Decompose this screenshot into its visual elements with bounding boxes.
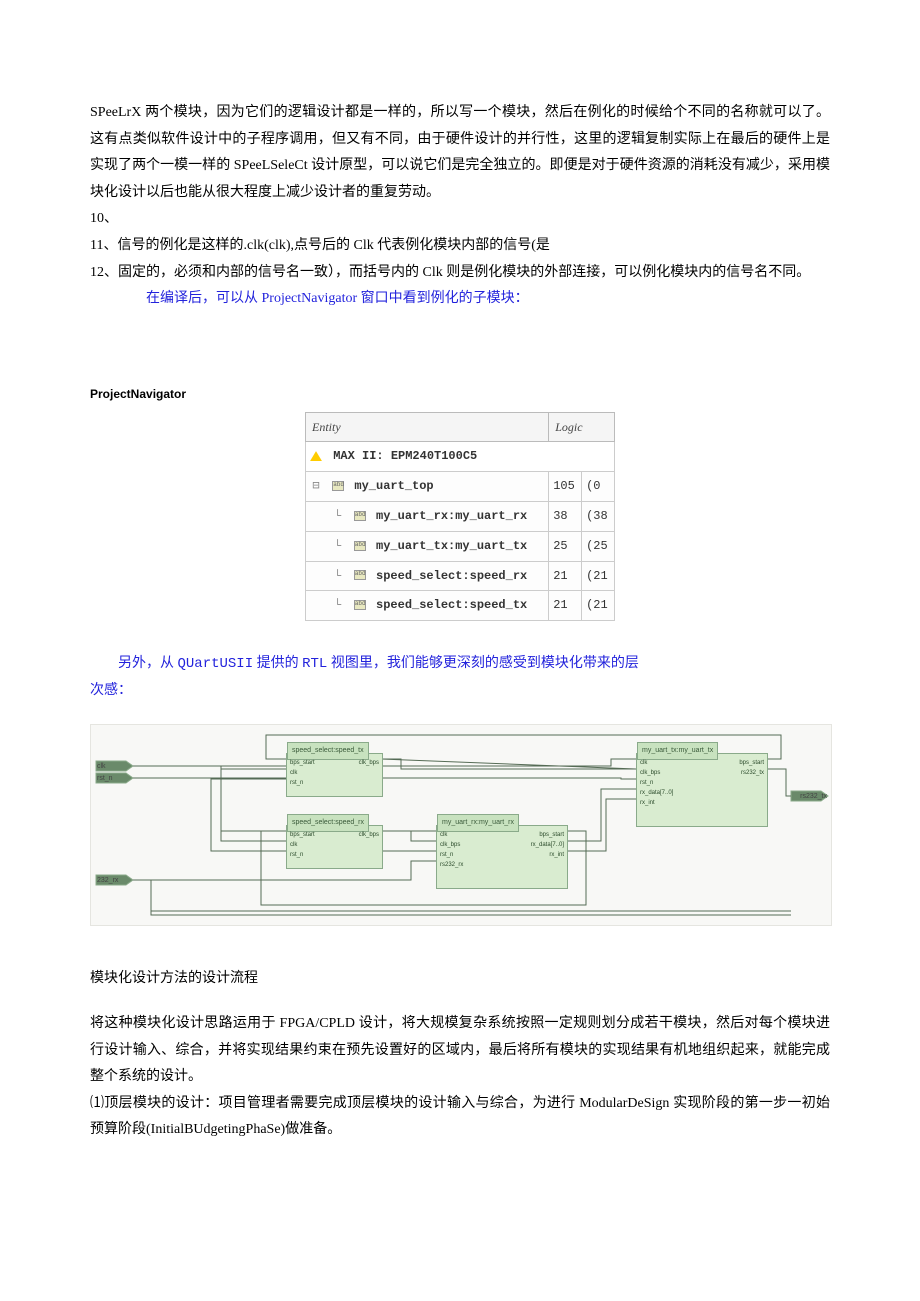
- rtl-port-right: clk_bps: [359, 830, 379, 841]
- nav-device-label: MAX II: EPM240T100C5: [333, 449, 477, 463]
- nav-row-logic2: (0: [582, 472, 615, 502]
- rtl-output-pin-label: rs232_tx: [800, 790, 827, 803]
- project-navigator-table: Entity Logic MAX II: EPM240T100C5 ⊟ abd …: [305, 412, 615, 622]
- nav-header-logic: Logic: [549, 412, 615, 442]
- nav-row-logic2: (21: [582, 591, 615, 621]
- nav-row-logic1: 38: [549, 501, 582, 531]
- rtl-diagram: clkrst_n232_rxrs232_txspeed_select:speed…: [90, 724, 832, 926]
- nav-row-logic2: (21: [582, 561, 615, 591]
- p6-text-c: 提供的: [253, 656, 302, 671]
- rtl-block-uart_tx: my_uart_tx:my_uart_txclkclk_bpsrst_nrx_d…: [636, 753, 768, 827]
- nav-row-entity: └ abd speed_select:speed_tx: [306, 591, 549, 621]
- module-icon: abd: [332, 481, 344, 491]
- rtl-port-right: rx_int: [549, 850, 564, 861]
- nav-row-entity: └ abd my_uart_rx:my_uart_rx: [306, 501, 549, 531]
- warning-icon: [310, 451, 322, 461]
- module-icon: abd: [354, 541, 366, 551]
- paragraph-9: ⑴顶层模块的设计：项目管理者需要完成顶层模块的设计输入与综合，为进行 Modul…: [90, 1091, 830, 1144]
- document-page: SPeeLrX 两个模块，因为它们的逻辑设计都是一样的，所以写一个模块，然后在例…: [0, 0, 920, 1204]
- paragraph-6f: 次感：: [90, 678, 830, 705]
- nav-row-logic1: 105: [549, 472, 582, 502]
- rtl-input-pin-label: rst_n: [97, 772, 113, 785]
- rtl-block-title: my_uart_tx:my_uart_tx: [637, 742, 718, 759]
- rtl-port-right: rs232_tx: [741, 768, 764, 779]
- module-icon: abd: [354, 570, 366, 580]
- nav-row-logic1: 25: [549, 531, 582, 561]
- rtl-block-title: my_uart_rx:my_uart_rx: [437, 814, 519, 831]
- nav-device-row: MAX II: EPM240T100C5: [306, 442, 615, 472]
- paragraph-1: SPeeLrX 两个模块，因为它们的逻辑设计都是一样的，所以写一个模块，然后在例…: [90, 100, 830, 206]
- paragraph-8: 将这种模块化设计思路运用于 FPGA/CPLD 设计，将大规模复杂系统按照一定规…: [90, 1011, 830, 1091]
- p6-code-d: RTL: [302, 656, 327, 672]
- nav-row-logic1: 21: [549, 591, 582, 621]
- nav-row: └ abd speed_select:speed_rx21(21: [306, 561, 615, 591]
- rtl-port-left: rs232_rx: [440, 860, 463, 871]
- paragraph-4: 12、固定的，必须和内部的信号名一致），而括号内的 Clk 则是例化模块的外部连…: [90, 260, 830, 287]
- projectnavigator-label: ProjectNavigator: [90, 383, 830, 406]
- nav-row: └ abd my_uart_tx:my_uart_tx25(25: [306, 531, 615, 561]
- nav-header-entity: Entity: [306, 412, 549, 442]
- rtl-input-pin-label: 232_rx: [97, 874, 118, 887]
- rtl-block-speed_rx: speed_select:speed_rxbps_startclkrst_ncl…: [286, 825, 383, 869]
- rtl-block-title: speed_select:speed_rx: [287, 814, 369, 831]
- module-icon: abd: [354, 600, 366, 610]
- p6-text-e: 视图里，我们能够更深刻的感受到模块化带来的层: [327, 656, 639, 671]
- p6-code-b: QUartUSII: [178, 656, 254, 672]
- nav-row-logic2: (38: [582, 501, 615, 531]
- module-icon: abd: [354, 511, 366, 521]
- nav-row-entity: ⊟ abd my_uart_top: [306, 472, 549, 502]
- paragraph-7: 模块化设计方法的设计流程: [90, 966, 830, 993]
- paragraph-6: 另外，从 QUartUSII 提供的 RTL 视图里，我们能够更深刻的感受到模块…: [90, 651, 830, 678]
- paragraph-5: 在编译后，可以从 ProjectNavigator 窗口中看到例化的子模块：: [90, 286, 830, 313]
- rtl-port-right: clk_bps: [359, 758, 379, 769]
- nav-row: └ abd my_uart_rx:my_uart_rx38(38: [306, 501, 615, 531]
- nav-row-logic1: 21: [549, 561, 582, 591]
- nav-row-entity: └ abd speed_select:speed_rx: [306, 561, 549, 591]
- p6-text-a: 另外，从: [118, 656, 178, 671]
- rtl-block-speed_tx: speed_select:speed_txbps_startclkrst_ncl…: [286, 753, 383, 797]
- nav-row-logic2: (25: [582, 531, 615, 561]
- rtl-port-left: rst_n: [290, 778, 303, 789]
- paragraph-3: 11、信号的例化是这样的.clk(clk),点号后的 Clk 代表例化模块内部的…: [90, 233, 830, 260]
- paragraph-2: 10、: [90, 206, 830, 233]
- rtl-block-uart_rx: my_uart_rx:my_uart_rxclkclk_bpsrst_nrs23…: [436, 825, 568, 889]
- rtl-port-left: rst_n: [290, 850, 303, 861]
- rtl-block-title: speed_select:speed_tx: [287, 742, 369, 759]
- nav-row: └ abd speed_select:speed_tx21(21: [306, 591, 615, 621]
- nav-row: ⊟ abd my_uart_top105(0: [306, 472, 615, 502]
- nav-row-entity: └ abd my_uart_tx:my_uart_tx: [306, 531, 549, 561]
- rtl-port-left: rx_int: [640, 798, 655, 809]
